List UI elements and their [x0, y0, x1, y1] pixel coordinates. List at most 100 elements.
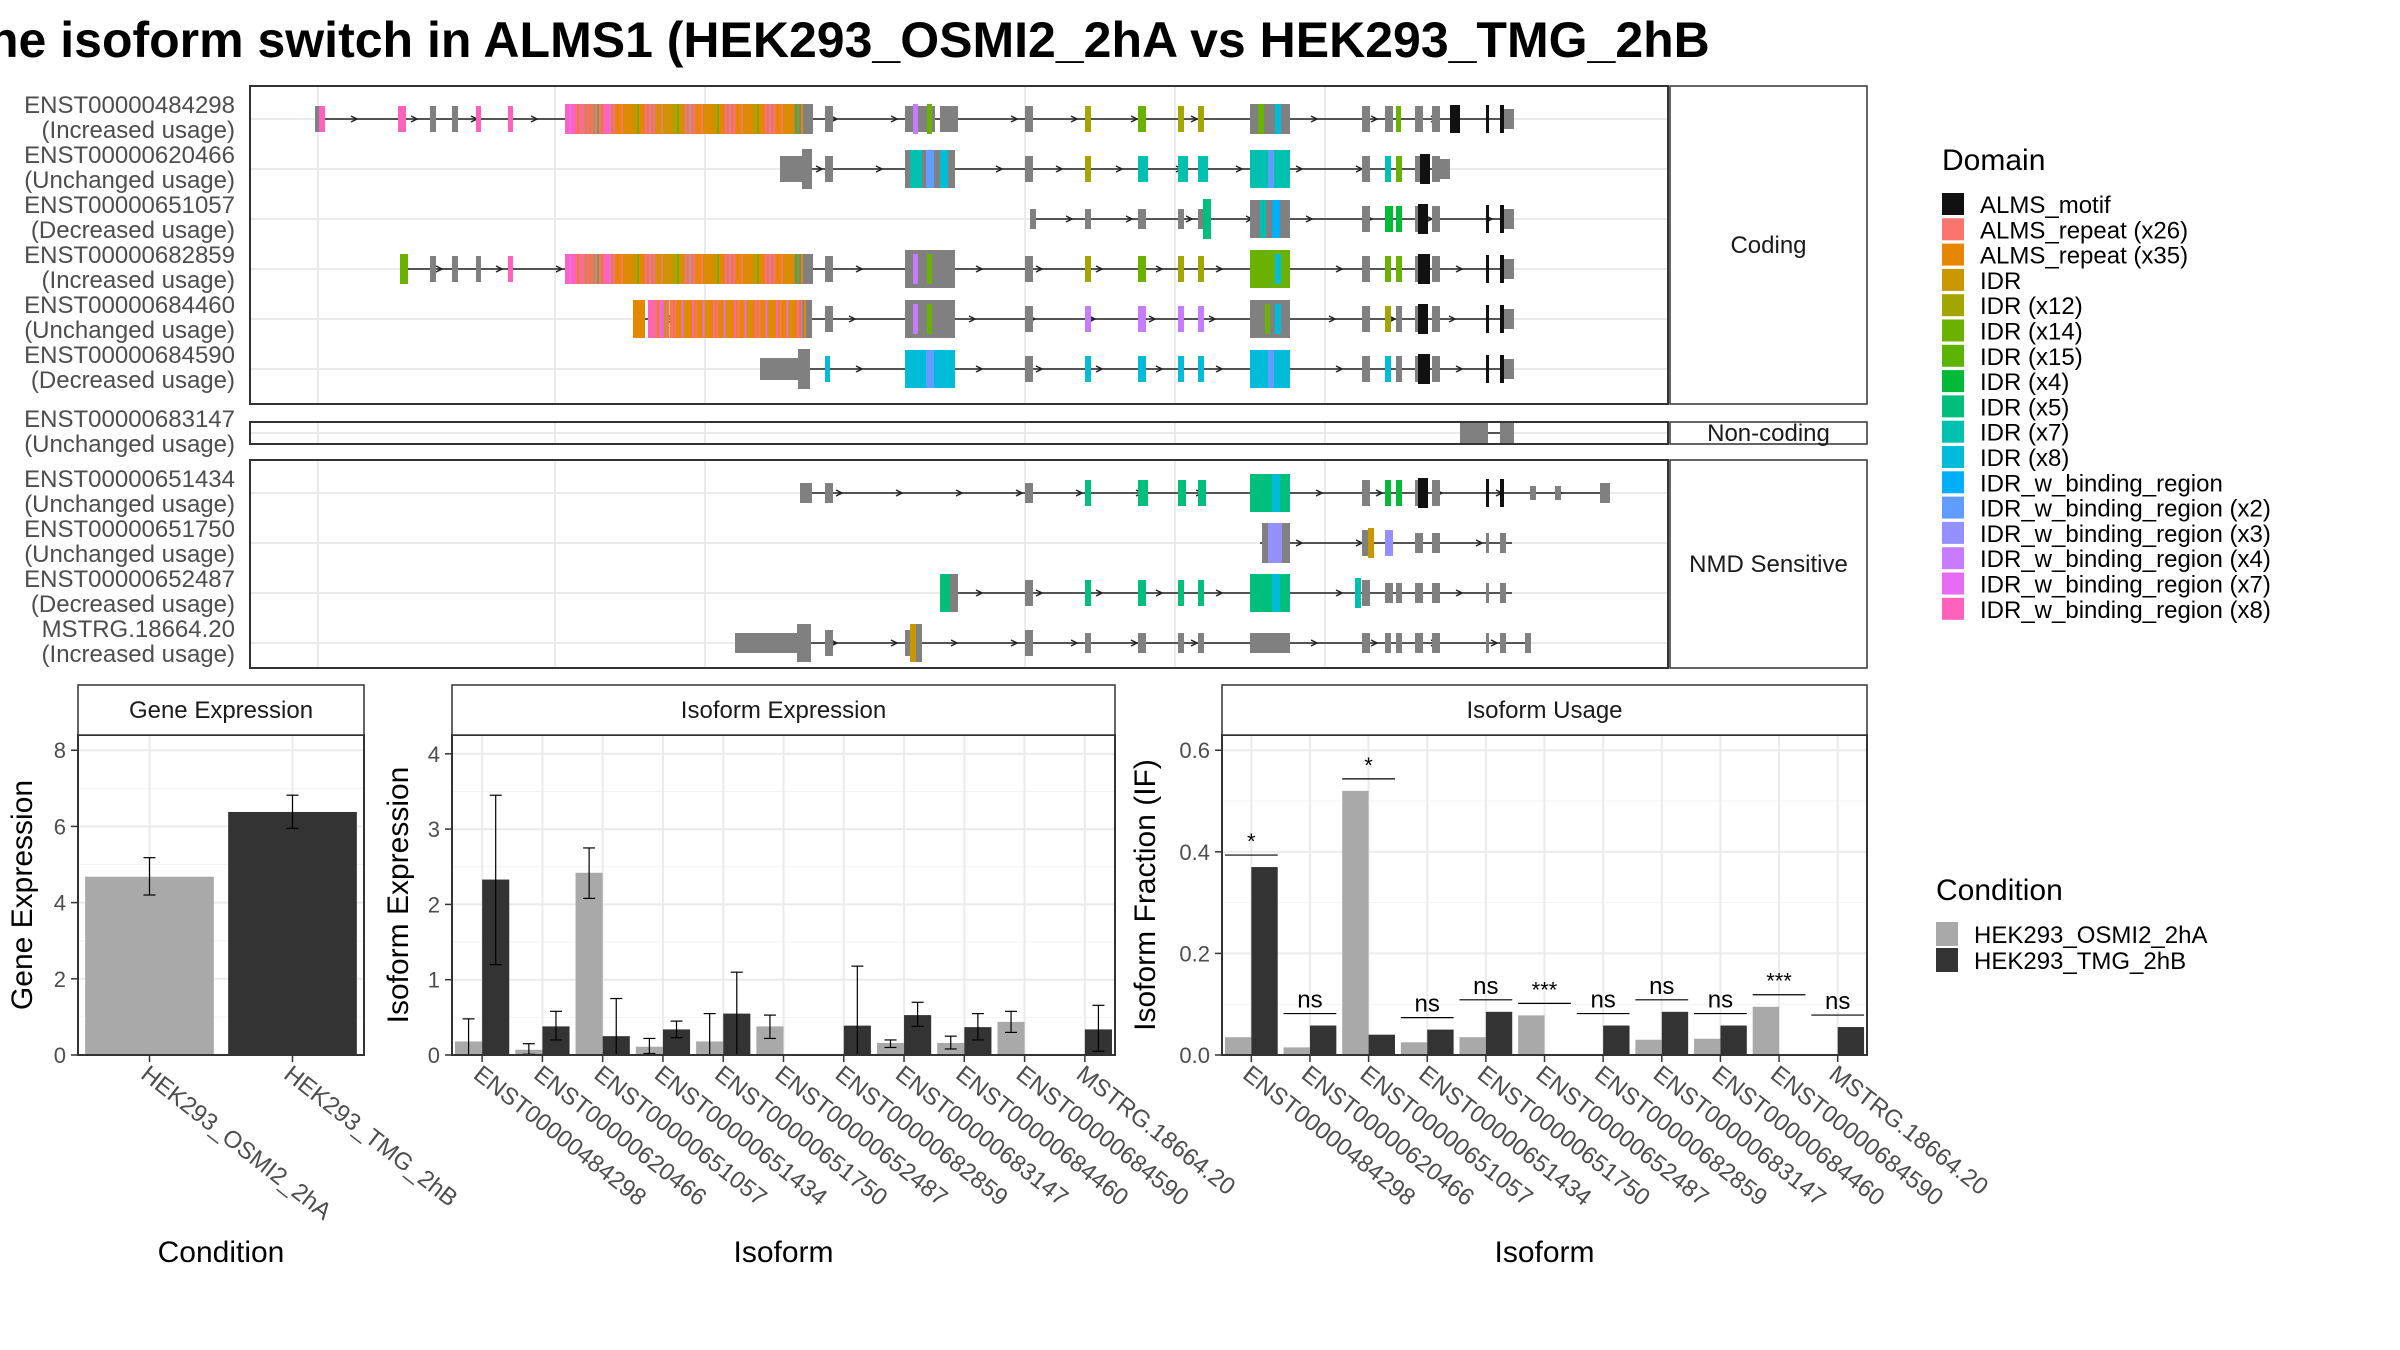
domain-legend-key	[1942, 446, 1964, 468]
strand-arrow	[1208, 315, 1217, 323]
exon-block	[1504, 309, 1514, 329]
domain-stripe	[645, 254, 647, 284]
domain-stripe	[765, 104, 767, 134]
isoform-usage-label: (Unchanged usage)	[24, 317, 235, 344]
strand-arrow	[1095, 589, 1104, 597]
strand-arrow	[1370, 639, 1379, 647]
exon-block	[508, 106, 513, 132]
strand-arrow	[1235, 165, 1244, 173]
exon-block	[1432, 256, 1440, 282]
domain-legend-title: Domain	[1942, 144, 2045, 177]
strand-arrow	[1035, 265, 1044, 273]
exon-block	[1396, 356, 1402, 382]
domain-stripe	[713, 104, 715, 134]
exon-block	[1268, 523, 1282, 563]
domain-stripe	[721, 104, 723, 134]
exon-block	[1275, 304, 1281, 334]
domain-stripe	[601, 254, 603, 284]
x-axis-label: Condition	[158, 1236, 285, 1269]
strand-arrow	[1315, 489, 1324, 497]
domain-stripe	[692, 300, 694, 338]
facet-strip-label: Coding	[1730, 232, 1806, 259]
isoform-expression-chart: Isoform Expression01234ENST00000484298EN…	[382, 684, 1240, 1269]
exon-block	[508, 256, 513, 282]
isoform-usage-label: (Unchanged usage)	[24, 541, 235, 568]
strand-arrow	[1010, 639, 1019, 647]
exon-block	[1396, 256, 1402, 282]
domain-legend-label: ALMS_repeat (x26)	[1980, 217, 2188, 244]
strand-arrow	[968, 315, 977, 323]
strand-arrow	[1455, 365, 1464, 373]
domain-stripe	[757, 104, 759, 134]
significance-label: *	[1364, 753, 1373, 778]
domain-stripe	[621, 254, 623, 284]
exon-block	[452, 256, 458, 282]
y-tick-label: 8	[54, 738, 66, 763]
exon-block	[1138, 209, 1146, 229]
isoform-structure-panel: ENST00000484298(Increased usage)ENST0000…	[24, 85, 1868, 669]
exon-block	[1418, 204, 1428, 234]
exon-block	[1275, 254, 1281, 284]
exon-block	[927, 104, 932, 134]
domain-legend-key	[1942, 572, 1964, 595]
exon-block	[1198, 580, 1204, 606]
strand-arrow	[1455, 265, 1464, 273]
domain-stripe	[762, 300, 764, 338]
isoform-usage-label: (Unchanged usage)	[24, 491, 235, 518]
domain-stripe	[697, 104, 699, 134]
exon-block	[1138, 106, 1146, 132]
domain-stripe	[661, 104, 663, 134]
strand-arrow	[1335, 265, 1344, 273]
exon-block	[452, 106, 458, 132]
domain-legend-label: ALMS_repeat (x35)	[1980, 243, 2188, 270]
strand-arrow	[1125, 215, 1134, 223]
domain-stripe	[761, 254, 763, 284]
domain-stripe	[674, 300, 677, 338]
exon-block	[1486, 479, 1489, 507]
domain-stripe	[705, 254, 707, 284]
bar	[1694, 1038, 1721, 1055]
structure-panel-border	[249, 421, 1669, 445]
exon-block	[1275, 104, 1281, 134]
exon-block	[1500, 583, 1506, 603]
domain-stripe	[617, 254, 619, 284]
x-axis-label: Isoform	[733, 1236, 833, 1269]
exon-block	[565, 104, 610, 134]
domain-stripe	[693, 254, 695, 284]
strand-arrow	[890, 115, 899, 123]
domain-legend-label: IDR_w_binding_region (x3)	[1980, 521, 2271, 548]
domain-stripe	[673, 254, 675, 284]
domain-stripe	[716, 300, 719, 338]
domain-legend-key	[1942, 597, 1964, 620]
isoform-id-label: ENST00000651434	[24, 466, 235, 493]
domain-stripe	[779, 300, 782, 338]
structure-panel-border	[249, 459, 1669, 669]
domain-stripe	[783, 300, 785, 338]
exon-block	[927, 254, 932, 284]
domain-stripe	[755, 300, 757, 338]
strand-arrow	[1335, 365, 1344, 373]
exon-block	[1432, 306, 1440, 332]
exon-block	[1530, 486, 1536, 500]
exon-block	[1418, 304, 1428, 334]
domain-stripe	[678, 300, 680, 338]
facet-strip	[451, 684, 1116, 736]
domain-legend-label: IDR (x4)	[1980, 369, 2069, 396]
exon-block	[1396, 156, 1402, 182]
domain-stripe	[733, 104, 735, 134]
strand-arrow	[1335, 589, 1344, 597]
exon-block	[1198, 256, 1204, 282]
exon-block	[1415, 156, 1423, 182]
exon-block	[1432, 206, 1440, 232]
significance-label: ***	[1532, 977, 1558, 1002]
strand-arrow	[1155, 365, 1164, 373]
domain-stripe	[629, 104, 631, 134]
exon-block	[1396, 583, 1402, 603]
domain-stripe	[786, 300, 789, 338]
domain-stripe	[723, 300, 726, 338]
domain-stripe	[789, 104, 791, 134]
exon-block	[1362, 306, 1370, 332]
domain-stripe	[769, 104, 771, 134]
exon-block	[1138, 256, 1146, 282]
strand-arrow	[1375, 489, 1384, 497]
